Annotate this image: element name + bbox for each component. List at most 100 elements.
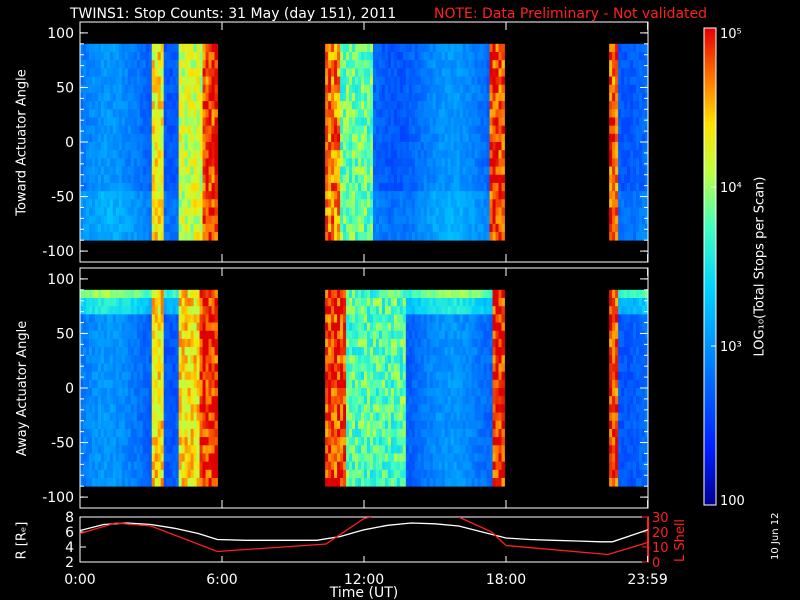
heatmap-cell	[435, 158, 440, 167]
heatmap-cell	[154, 76, 159, 86]
heatmap-cell	[429, 363, 434, 373]
heatmap-cell	[136, 396, 141, 405]
heatmap-cell	[645, 84, 649, 94]
heatmap-cell	[498, 101, 502, 110]
heatmap-cell	[486, 52, 490, 61]
heatmap-cell	[609, 158, 613, 167]
heatmap-cell	[352, 453, 356, 463]
heatmap-cell	[426, 461, 431, 471]
heatmap-cell	[175, 109, 180, 118]
heatmap-cell	[438, 347, 443, 356]
heatmap-cell	[181, 223, 186, 233]
heatmap-cell	[148, 371, 153, 381]
heatmap-cell	[82, 322, 87, 332]
heatmap-cell	[145, 428, 150, 438]
heatmap-cell	[408, 412, 413, 422]
heatmap-cell	[340, 298, 344, 307]
heatmap-cell	[372, 174, 377, 184]
heatmap-cell	[199, 215, 203, 225]
heatmap-cell	[435, 478, 440, 487]
heatmap-cell	[393, 478, 398, 487]
heatmap-cell	[202, 478, 206, 487]
heatmap-cell	[202, 133, 206, 143]
heatmap-cell	[202, 330, 206, 340]
heatmap-cell	[178, 298, 183, 307]
heatmap-cell	[408, 109, 413, 118]
heatmap-cell	[387, 150, 392, 159]
heatmap-cell	[429, 182, 434, 192]
heatmap-cell	[381, 182, 386, 192]
heatmap-cell	[375, 150, 380, 159]
heatmap-cell	[103, 223, 108, 233]
heatmap-cell	[157, 363, 162, 373]
heatmap-cell	[106, 461, 111, 471]
heatmap-cell	[633, 133, 637, 143]
heatmap-cell	[369, 60, 374, 69]
heatmap-cell	[151, 289, 156, 299]
heatmap-cell	[402, 420, 407, 430]
heatmap-cell	[483, 84, 487, 94]
heatmap-cell	[429, 84, 434, 94]
heatmap-cell	[109, 347, 114, 356]
heatmap-cell	[127, 191, 132, 200]
heatmap-cell	[358, 215, 362, 225]
heatmap-cell	[429, 478, 434, 487]
heatmap-cell	[148, 330, 153, 340]
heatmap-cell	[184, 437, 189, 446]
heatmap-cell	[343, 158, 347, 167]
heatmap-cell	[369, 191, 374, 200]
heatmap-cell	[214, 396, 218, 405]
heatmap-cell	[453, 109, 458, 118]
heatmap-cell	[426, 142, 431, 151]
heatmap-cell	[100, 437, 105, 446]
heatmap-cell	[130, 396, 135, 405]
heatmap-cell	[157, 150, 162, 159]
heatmap-cell	[160, 322, 165, 332]
heatmap-cell	[214, 158, 218, 167]
heatmap-cell	[166, 420, 171, 430]
heatmap-cell	[417, 191, 422, 200]
heatmap-cell	[387, 199, 392, 208]
heatmap-cell	[447, 191, 452, 200]
heatmap-cell	[358, 306, 362, 315]
heatmap-cell	[151, 347, 156, 356]
heatmap-cell	[358, 478, 362, 487]
heatmap-cell	[375, 92, 380, 102]
heatmap-cell	[175, 404, 180, 413]
heatmap-cell	[331, 404, 335, 413]
heatmap-cell	[208, 461, 212, 471]
heatmap-cell	[355, 355, 359, 364]
heatmap-cell	[88, 298, 93, 307]
heatmap-cell	[429, 347, 434, 356]
heatmap-cell	[148, 92, 153, 102]
heatmap-cell	[142, 330, 147, 340]
heatmap-cell	[136, 207, 141, 217]
heatmap-cell	[621, 142, 625, 151]
heatmap-cell	[378, 133, 383, 143]
heatmap-cell	[88, 363, 93, 373]
heatmap-cell	[456, 223, 461, 233]
heatmap-cell	[325, 396, 329, 405]
heatmap-cell	[390, 207, 395, 217]
heatmap-cell	[94, 420, 99, 430]
heatmap-cell	[337, 109, 341, 118]
heatmap-cell	[435, 109, 440, 118]
heatmap-cell	[372, 158, 377, 167]
heatmap-cell	[91, 133, 96, 143]
heatmap-cell	[199, 191, 203, 200]
heatmap-cell	[154, 314, 159, 323]
heatmap-cell	[630, 191, 634, 200]
heatmap-cell	[331, 207, 335, 217]
heatmap-cell	[208, 43, 212, 53]
heatmap-cell	[85, 158, 90, 167]
heatmap-cell	[441, 166, 446, 176]
heatmap-cell	[352, 478, 356, 487]
heatmap-cell	[615, 199, 619, 208]
heatmap-cell	[199, 322, 203, 332]
heatmap-cell	[193, 347, 197, 356]
heatmap-cell	[381, 215, 386, 225]
heatmap-cell	[145, 478, 150, 487]
heatmap-cell	[384, 469, 389, 479]
heatmap-cell	[106, 191, 111, 200]
heatmap-cell	[175, 43, 180, 53]
